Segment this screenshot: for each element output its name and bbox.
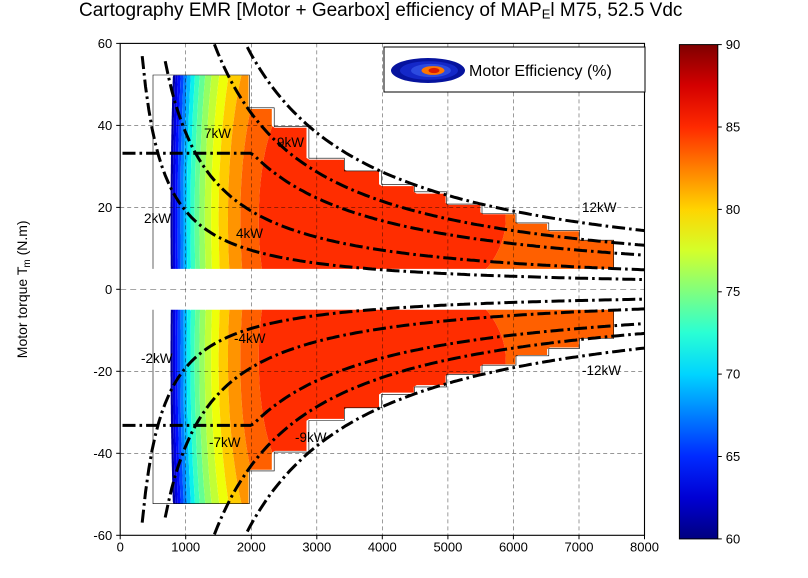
svg-text:60: 60 (98, 36, 112, 51)
svg-text:4kW: 4kW (236, 226, 263, 241)
svg-text:75: 75 (726, 284, 740, 299)
svg-text:40: 40 (98, 118, 112, 133)
svg-text:8000: 8000 (630, 539, 659, 554)
svg-text:12kW: 12kW (582, 200, 617, 215)
svg-text:20: 20 (98, 200, 112, 215)
svg-text:-12kW: -12kW (582, 363, 621, 378)
svg-text:2000: 2000 (237, 539, 266, 554)
svg-text:-60: -60 (93, 528, 112, 543)
svg-text:4000: 4000 (368, 539, 397, 554)
svg-text:65: 65 (726, 449, 740, 464)
svg-text:80: 80 (726, 202, 740, 217)
svg-text:Motor Efficiency (%): Motor Efficiency (%) (469, 63, 612, 80)
svg-text:3000: 3000 (302, 539, 331, 554)
svg-text:60: 60 (726, 531, 740, 546)
svg-text:70: 70 (726, 367, 740, 382)
svg-text:7kW: 7kW (204, 126, 231, 141)
svg-text:-4kW: -4kW (234, 331, 266, 346)
svg-text:2kW: 2kW (144, 211, 171, 226)
svg-text:-40: -40 (93, 446, 112, 461)
svg-text:Cartography EMR [Motor + Gearb: Cartography EMR [Motor + Gearbox] effici… (79, 0, 682, 22)
svg-text:-2kW: -2kW (141, 351, 173, 366)
svg-text:7000: 7000 (565, 539, 594, 554)
svg-text:5000: 5000 (433, 539, 462, 554)
svg-text:-20: -20 (93, 364, 112, 379)
svg-text:9kW: 9kW (277, 135, 304, 150)
svg-text:6000: 6000 (499, 539, 528, 554)
svg-text:-7kW: -7kW (209, 435, 241, 450)
svg-text:0: 0 (117, 539, 124, 554)
svg-text:85: 85 (726, 120, 740, 135)
svg-text:-9kW: -9kW (295, 430, 327, 445)
svg-text:1000: 1000 (171, 539, 200, 554)
svg-text:0: 0 (105, 282, 112, 297)
svg-text:90: 90 (726, 37, 740, 52)
